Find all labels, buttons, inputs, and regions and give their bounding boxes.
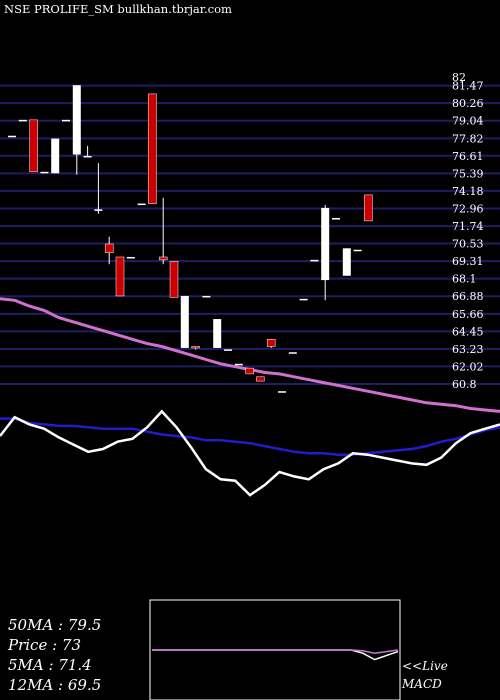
macd-panel xyxy=(149,599,401,700)
candlesticks xyxy=(8,85,373,393)
candle-body xyxy=(18,119,27,122)
y-tick-label: 76.61 xyxy=(452,150,484,163)
y-tick-label: 63.23 xyxy=(452,343,484,356)
macd-title-label: MACD xyxy=(401,677,442,691)
macd-signal-line xyxy=(152,649,399,654)
candle-body xyxy=(310,259,319,262)
price-grid xyxy=(0,84,500,385)
candle-body xyxy=(94,209,103,211)
y-tick-label: 80.26 xyxy=(452,97,484,110)
y-tick-label: 71.74 xyxy=(452,220,484,233)
candle-body xyxy=(29,119,38,173)
macd-live-label: <<Live xyxy=(402,659,448,673)
candle-body xyxy=(288,352,297,354)
candle-body xyxy=(62,119,70,122)
info-12ma: 12MA : 69.5 xyxy=(8,676,101,694)
candle-body xyxy=(126,256,135,259)
candle-body xyxy=(266,339,276,347)
candle-body xyxy=(40,171,49,174)
candle-body xyxy=(353,249,362,252)
ma-blue-line xyxy=(0,417,500,456)
candle-body xyxy=(169,261,179,298)
candle-body xyxy=(191,346,200,349)
candle-body xyxy=(299,298,308,301)
info-price: Price : 73 xyxy=(7,636,81,654)
candle-body xyxy=(115,256,125,297)
candle-body xyxy=(224,349,232,351)
candle-body xyxy=(234,363,243,366)
y-tick-label: 66.88 xyxy=(452,290,484,303)
chart-title: NSE PROLIFE_SM bullkhan.tbrjar.com xyxy=(4,2,232,16)
candle-body xyxy=(256,376,265,382)
candle-body xyxy=(342,248,351,276)
y-tick-label: 75.39 xyxy=(452,167,484,180)
candle-body xyxy=(364,194,373,222)
candle-body xyxy=(104,243,114,253)
candle-body xyxy=(245,367,254,375)
candle-body xyxy=(158,256,168,261)
y-tick-label: 77.82 xyxy=(452,132,484,145)
y-tick-label: 64.45 xyxy=(452,325,484,338)
y-tick-label: 69.31 xyxy=(452,255,484,268)
candle-body xyxy=(202,295,211,298)
candle-body xyxy=(332,218,340,220)
candle-body xyxy=(321,207,330,281)
y-tick-label: 79.04 xyxy=(452,115,484,128)
y-tick-label: 81.47 xyxy=(452,80,484,93)
candle-body xyxy=(278,391,286,393)
candle-body xyxy=(51,138,60,174)
candle-body xyxy=(213,319,222,348)
y-tick-label: 72.96 xyxy=(452,202,484,215)
y-tick-label: 65.66 xyxy=(452,308,484,321)
candle-body xyxy=(137,203,146,206)
candle-body xyxy=(180,295,189,348)
y-tick-label: 82 xyxy=(452,71,466,84)
candle-body xyxy=(148,93,157,204)
candle-body xyxy=(83,155,92,158)
candle-body xyxy=(72,85,81,155)
info-50ma: 50MA : 79.5 xyxy=(8,616,101,634)
y-tick-label: 68.1 xyxy=(452,273,477,286)
y-tick-label: 70.53 xyxy=(452,238,484,251)
y-tick-label: 74.18 xyxy=(452,185,484,198)
candle-body xyxy=(8,135,16,138)
ma-white-line xyxy=(0,409,500,497)
y-tick-label: 60.8 xyxy=(452,378,477,391)
y-tick-label: 62.02 xyxy=(452,360,484,373)
info-5ma: 5MA : 71.4 xyxy=(8,656,92,674)
